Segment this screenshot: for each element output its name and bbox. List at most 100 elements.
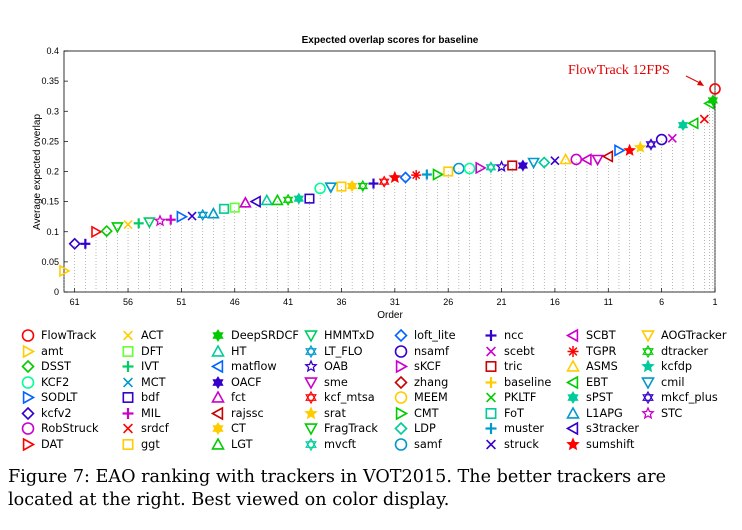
- data-point-sodlt: [614, 144, 626, 157]
- x-tick-label: 1: [712, 297, 717, 307]
- legend-label: DSST: [41, 360, 71, 373]
- annotation-arrow-head: [697, 80, 704, 86]
- data-point-sme: [591, 154, 604, 167]
- legend-label: muster: [504, 422, 545, 435]
- legend-label: samf: [414, 437, 442, 451]
- data-point-mkcf-plus: [645, 138, 657, 151]
- legend-marker: [567, 391, 579, 404]
- data-point-dat: [91, 225, 103, 239]
- legend-label: FlowTrack: [41, 329, 97, 342]
- legend-label: L1APG: [586, 406, 623, 420]
- data-point-spst: [293, 192, 304, 205]
- legend: FlowTrack amt DSST KCF2 SODLT kcfv2 RobStruck D…: [20, 328, 735, 453]
- legend-marker: [211, 436, 225, 450]
- x-tick-label: 56: [123, 297, 133, 307]
- legend-label: nsamf: [414, 344, 449, 358]
- legend-marker: [304, 359, 318, 373]
- legend-label: sumshift: [586, 437, 635, 451]
- data-point-bdf: [304, 193, 315, 204]
- legend-label: MEEM: [414, 391, 448, 404]
- x-tick-label: 11: [604, 297, 613, 307]
- legend-label: PKLTF: [504, 391, 537, 404]
- grid-lines: [63, 88, 716, 292]
- legend-marker: [305, 390, 317, 405]
- legend-label: scebt: [504, 344, 535, 358]
- x-tick-label: 61: [70, 297, 80, 307]
- legend-label: mkcf_plus: [661, 391, 718, 404]
- legend-marker: [22, 437, 36, 451]
- legend-label: zhang: [414, 375, 449, 389]
- legend-label: fct: [231, 391, 246, 404]
- legend-marker: [22, 390, 36, 405]
- legend-marker: [304, 405, 318, 419]
- data-point-ebt: [687, 116, 699, 130]
- legend-label: EBT: [586, 375, 608, 389]
- legend-marker: [642, 390, 654, 405]
- legend-label: dtracker: [661, 344, 709, 358]
- legend-marker: [641, 359, 655, 373]
- data-point-fragtrack: [111, 222, 124, 234]
- data-point-spst: [677, 119, 689, 132]
- legend-marker: [122, 392, 134, 403]
- data-point-lgt: [271, 193, 284, 206]
- legend-label: matflow: [231, 360, 277, 373]
- legend-marker: [122, 407, 134, 419]
- data-point-s3tracker: [249, 195, 261, 208]
- legend-marker: [211, 390, 225, 403]
- y-axis-label: Average expected overlap: [32, 114, 43, 230]
- legend-label: SODLT: [41, 391, 78, 404]
- y-tick-label: 0.3: [46, 106, 59, 116]
- legend-label: DeepSRDCF: [231, 329, 299, 342]
- data-point-nsamf: [655, 133, 668, 146]
- data-point-stc: [153, 214, 167, 227]
- legend-marker: [485, 423, 497, 434]
- legend-marker: [394, 344, 408, 358]
- x-tick-label: 41: [283, 297, 293, 307]
- data-point-fot: [219, 203, 230, 214]
- data-point-kcf2: [463, 162, 476, 175]
- data-point-ggt: [443, 166, 454, 177]
- data-point-lt-flo: [197, 208, 209, 222]
- legend-marker: [305, 437, 317, 451]
- legend-marker: [123, 330, 133, 341]
- legend-label: ncc: [504, 329, 524, 342]
- data-point-cmt: [432, 168, 445, 181]
- legend-label: tric: [504, 360, 523, 373]
- legend-marker: [642, 344, 654, 358]
- legend-marker: [565, 421, 579, 436]
- data-point-srdcf: [699, 114, 709, 124]
- data-point-ht: [260, 193, 274, 206]
- legend-label: rajssc: [231, 406, 264, 420]
- legend-marker: [394, 328, 408, 343]
- legend-label: srat: [324, 406, 346, 420]
- data-point-struck: [550, 156, 560, 166]
- y-tick-label: 0.4: [46, 46, 59, 56]
- legend-marker: [123, 377, 133, 387]
- figure-caption: Figure 7: EAO ranking with trackers in V…: [8, 467, 667, 510]
- data-point-tgpr: [411, 170, 422, 181]
- y-tick-label: 0.35: [41, 76, 59, 86]
- y-tick-label: 0.2: [46, 167, 59, 177]
- legend-marker: [304, 330, 318, 343]
- legend-marker: [210, 359, 224, 374]
- x-axis-label: Order: [377, 310, 403, 321]
- x-tick-label: 16: [550, 297, 560, 307]
- legend-marker: [123, 423, 133, 434]
- legend-marker: [394, 391, 408, 404]
- legend-label: IVT: [141, 360, 159, 373]
- data-point-dtracker: [357, 179, 369, 193]
- x-tick-label: 51: [176, 297, 186, 307]
- legend-label: MCT: [141, 375, 166, 389]
- data-point-ct: [346, 180, 358, 192]
- legend-label: LDP: [414, 422, 436, 435]
- eao-chart: 00.050.10.150.20.250.30.350.4 61 56 51 46 41…: [32, 35, 721, 321]
- data-point-scebt: [667, 133, 677, 143]
- legend-label: amt: [41, 344, 64, 358]
- legend-label: KCF2: [41, 375, 70, 389]
- legend-marker: [485, 330, 497, 341]
- legend-marker: [566, 359, 580, 372]
- legend-label: FoT: [504, 406, 524, 420]
- x-tick-label: 46: [230, 297, 240, 307]
- legend-label: bdf: [141, 391, 160, 404]
- legend-marker: [485, 376, 497, 388]
